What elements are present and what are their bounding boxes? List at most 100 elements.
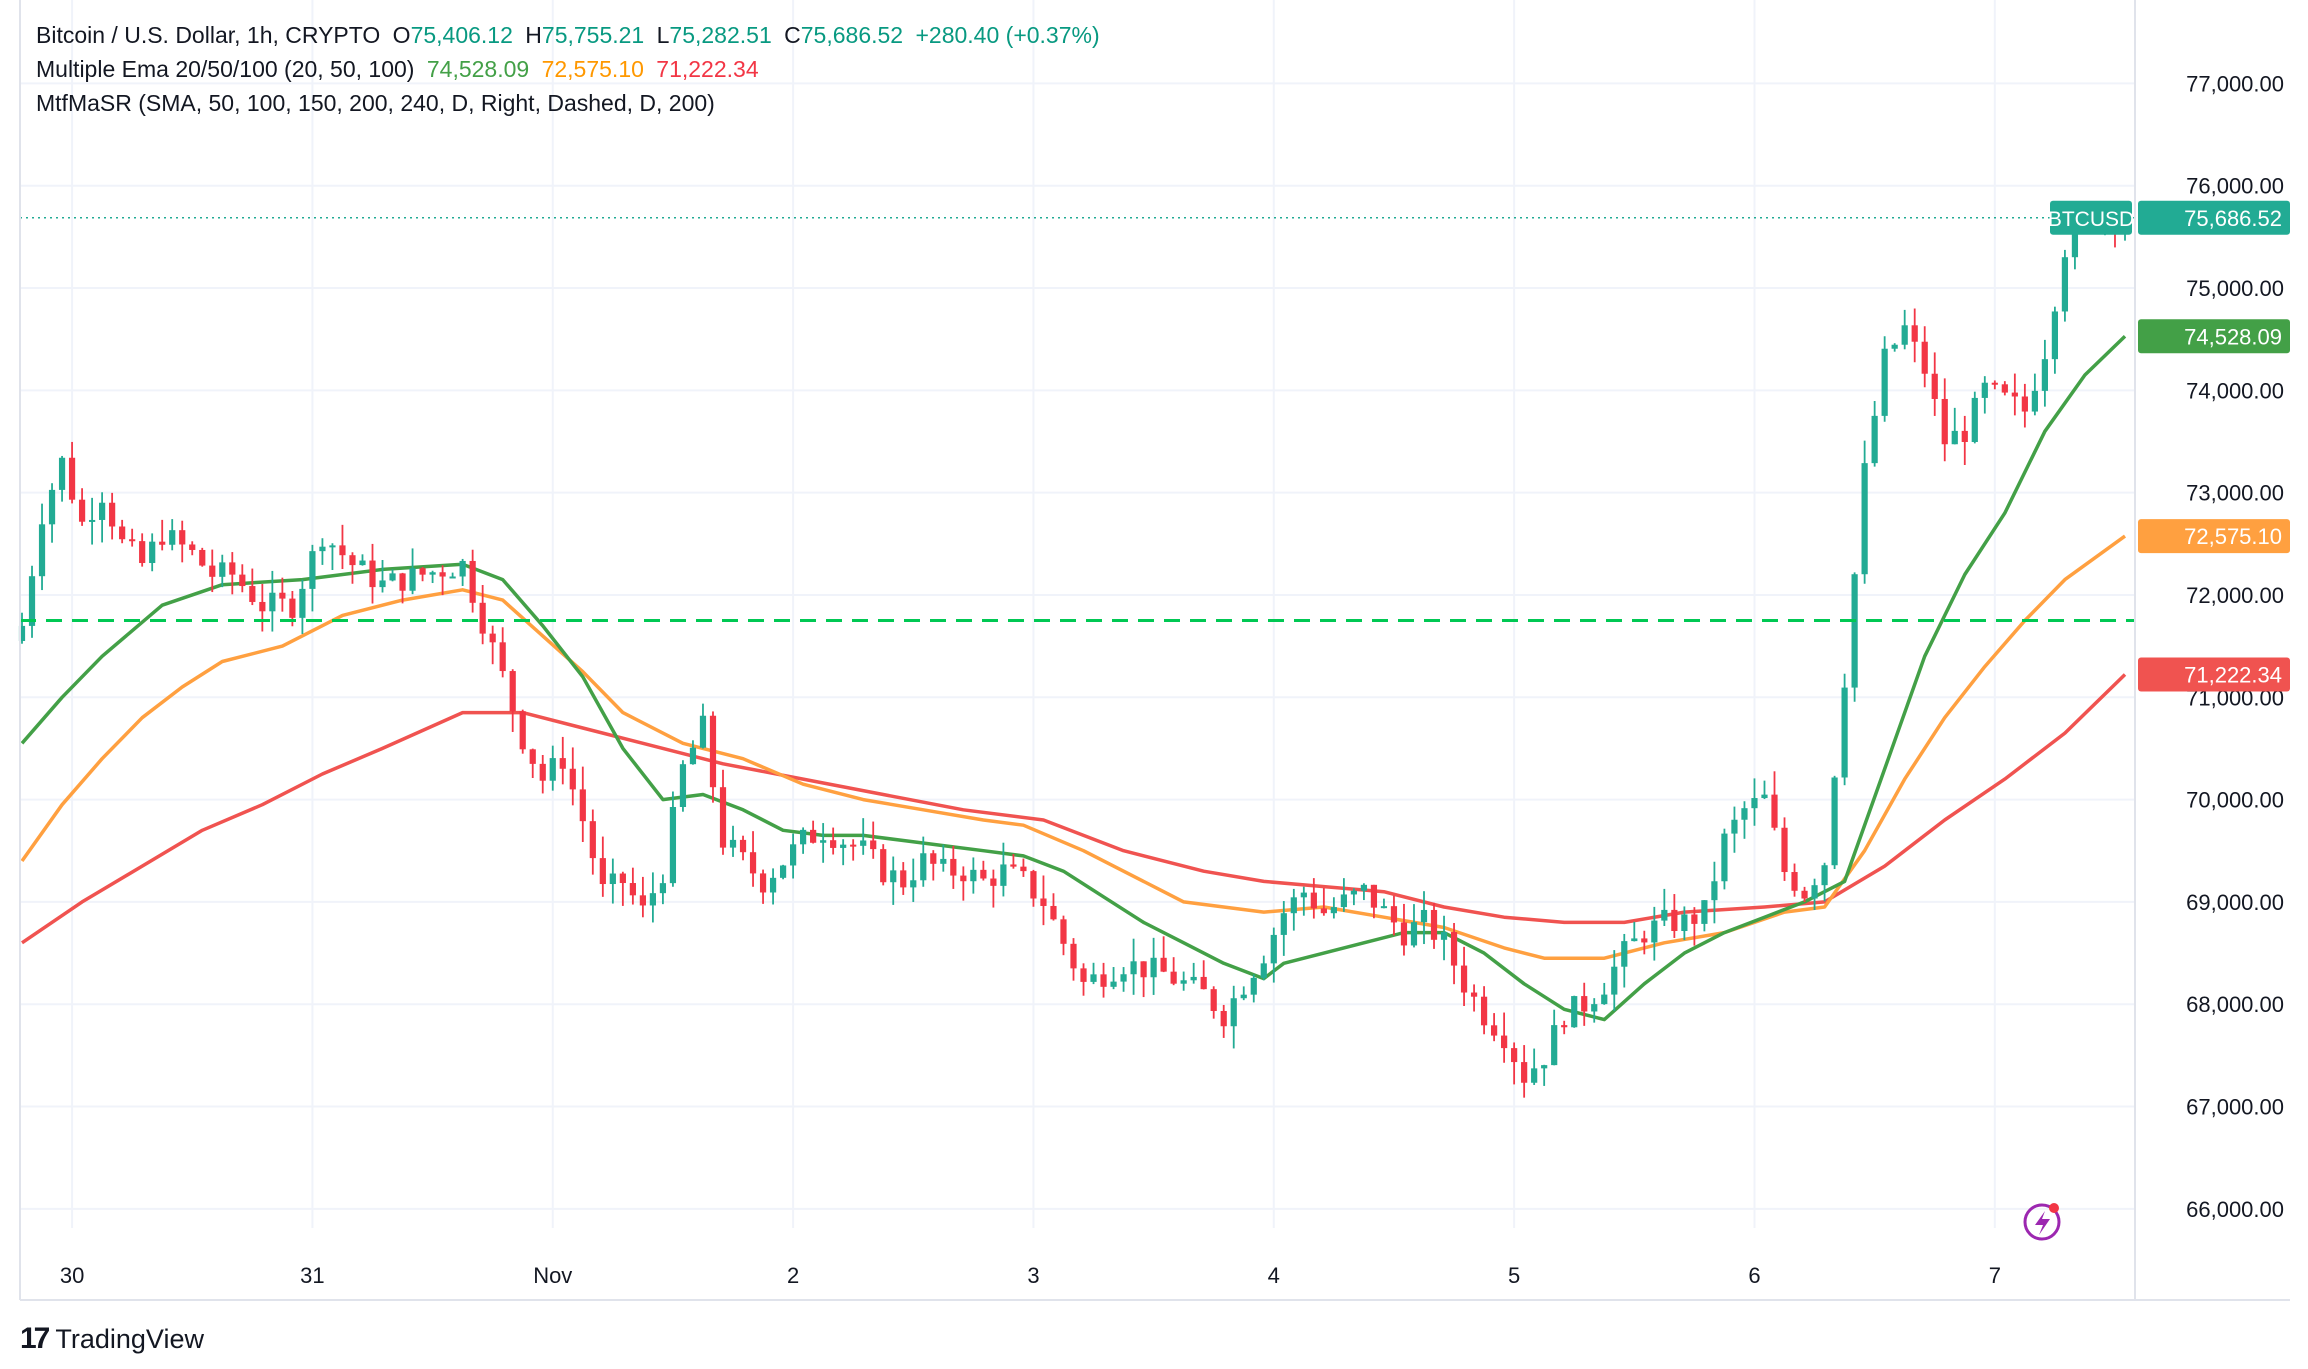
ema-legend[interactable]: Multiple Ema 20/50/100 (20, 50, 100) 74,… (36, 56, 765, 83)
candle-body (1931, 373, 1938, 399)
candle-body (1350, 890, 1358, 895)
tradingview-brand[interactable]: 17 TradingView (20, 1322, 204, 1356)
ema50-label-text: 72,575.10 (2184, 524, 2282, 549)
candle-body (639, 895, 646, 906)
candle-body (1871, 415, 1878, 464)
candle-body (2021, 396, 2028, 412)
candle-body (739, 839, 747, 853)
time-axis: 30 31 Nov 2 3 4 5 6 7 (19, 0, 2290, 1301)
candle-body (1701, 900, 1708, 924)
candle-body (1120, 974, 1127, 982)
candle-body (940, 858, 947, 864)
lightning-alert-icon[interactable] (2023, 1203, 2061, 1241)
candle-body (229, 562, 236, 575)
ema20-label-bg (2138, 319, 2290, 354)
candle-body (1831, 777, 1838, 866)
candle-body (569, 768, 576, 790)
symbol-legend[interactable]: Bitcoin / U.S. Dollar, 1h, CRYPTO O75,40… (36, 22, 1106, 49)
y-tick-label: 72,000.00 (2186, 583, 2284, 608)
candle-body (1951, 430, 1958, 445)
candle-body (850, 844, 857, 847)
candle-body (1140, 961, 1147, 978)
candle-body (1941, 398, 1948, 445)
candle-body (1340, 894, 1347, 908)
candle-body (1551, 1025, 1558, 1066)
candle-body (119, 526, 126, 540)
candle-body (18, 625, 26, 641)
candle-body (429, 572, 436, 575)
y-tick-label: 75,000.00 (2186, 276, 2284, 301)
candle-body (930, 853, 937, 864)
candle-body (1581, 996, 1588, 1012)
candle-body (169, 530, 176, 545)
candle-body (1030, 871, 1037, 899)
candle-body (1200, 976, 1207, 990)
candle-body (1971, 397, 1978, 443)
candle-body (519, 711, 526, 750)
candle-body (499, 642, 506, 672)
candle-body (199, 549, 206, 566)
candle-body (99, 502, 106, 520)
candle-body (1921, 341, 1928, 374)
lightning-icon-dot (2049, 1203, 2059, 1213)
candle-body (88, 519, 96, 522)
candle-body (1230, 998, 1237, 1027)
candle-body (1250, 977, 1257, 995)
candle-body (129, 539, 136, 542)
candle-body (1410, 922, 1418, 946)
candle-body (389, 573, 396, 581)
candle-body (1220, 1010, 1227, 1027)
candle-body (579, 789, 586, 822)
candle-body (509, 671, 516, 712)
candle-body (1380, 906, 1388, 909)
candle-body (1110, 981, 1117, 987)
ema100-value: 71,222.34 (656, 56, 759, 82)
candle-body (439, 572, 446, 577)
candle-body (880, 849, 887, 883)
candle-body (689, 747, 697, 765)
candle-body (759, 873, 767, 893)
y-tick-label: 73,000.00 (2186, 481, 2284, 506)
candle-body (1260, 963, 1267, 978)
candle-body (1330, 907, 1337, 914)
candle-body (1501, 1035, 1508, 1049)
candle-body (1460, 965, 1468, 993)
candle-body (820, 840, 827, 843)
y-tick-label: 68,000.00 (2186, 992, 2284, 1017)
candle-body (1691, 914, 1698, 924)
price-axis: 66,000.00 67,000.00 68,000.00 69,000.00 70,0… (2134, 0, 2284, 1300)
candle-body (860, 840, 867, 846)
candle-body (1741, 808, 1748, 820)
mtf-legend[interactable]: MtfMaSR (SMA, 50, 100, 150, 200, 240, D,… (36, 90, 721, 117)
candle-body (1090, 974, 1097, 982)
candle-body (219, 562, 226, 577)
candle-body (800, 829, 807, 845)
candle-body (900, 870, 907, 888)
change-value: +280.40 (+0.37%) (915, 22, 1100, 48)
candle-body (1591, 1004, 1598, 1012)
lightning-icon-bolt (2035, 1211, 2050, 1235)
candle-body (649, 893, 657, 906)
candle-body (779, 865, 787, 878)
candle-body (980, 869, 987, 879)
candle-body (830, 840, 837, 848)
candle-body (1761, 794, 1768, 799)
candle-body (279, 592, 286, 599)
candle-body (78, 499, 86, 522)
candle-body (1781, 827, 1788, 873)
candle-body (1160, 957, 1167, 972)
candle-body (1240, 994, 1247, 999)
candle-body (1000, 864, 1007, 886)
candle-body (2011, 392, 2018, 397)
candle-body (68, 457, 76, 500)
chart-grid (20, 0, 2135, 1228)
candle-body (2051, 311, 2059, 360)
candles (18, 201, 2129, 1098)
candle-body (970, 869, 977, 882)
candle-body (1571, 996, 1578, 1028)
candle-body (1370, 884, 1378, 908)
candle-body (950, 858, 957, 876)
candle-body (769, 877, 777, 893)
tradingview-logo-icon: 17 (20, 1322, 50, 1355)
